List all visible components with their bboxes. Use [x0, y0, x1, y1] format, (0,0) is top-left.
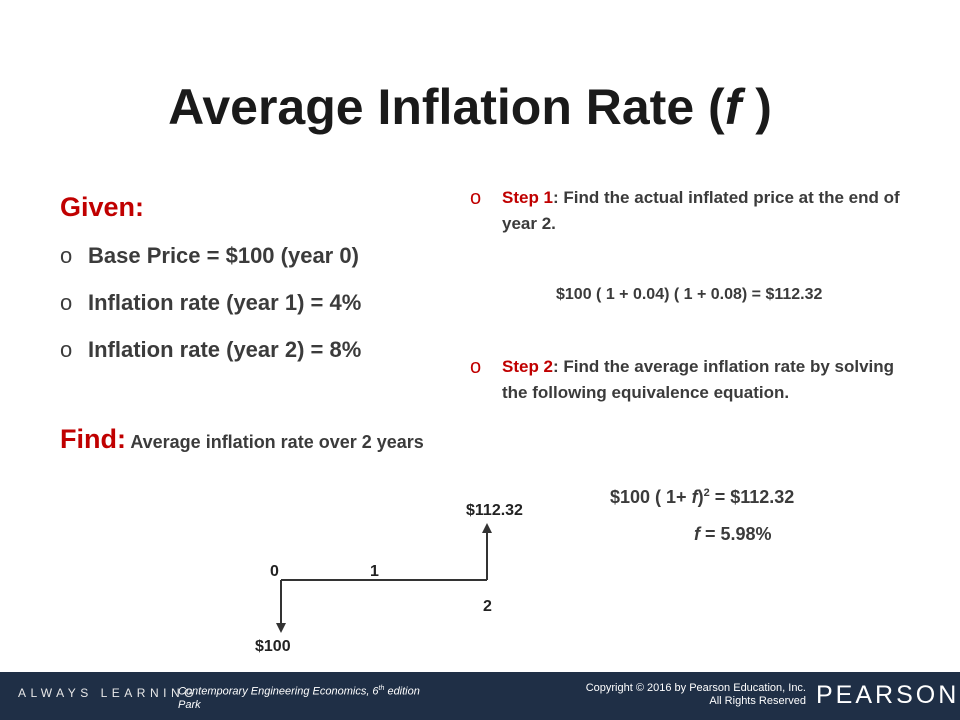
- equation-variable: f: [691, 487, 698, 507]
- find-heading: Find:: [60, 424, 126, 454]
- outflow-label: $100: [255, 638, 291, 655]
- step-text: : Find the actual inflated price at the …: [502, 188, 900, 233]
- given-item-text: Inflation rate (year 1) = 4%: [88, 290, 362, 315]
- equation-part: $100 ( 1+: [610, 487, 692, 507]
- period-label-2: 2: [483, 598, 492, 615]
- find-text: Average inflation rate over 2 years: [125, 432, 424, 452]
- given-item: o Base Price = $100 (year 0): [60, 243, 359, 269]
- rights-text: All Rights Reserved: [709, 695, 806, 707]
- footer-bar: ALWAYS LEARNING Contemporary Engineering…: [0, 672, 960, 720]
- bullet-icon: o: [60, 290, 73, 315]
- step-1: o Step 1: Find the actual inflated price …: [470, 185, 900, 237]
- book-citation: Contemporary Engineering Economics, 6th …: [178, 682, 508, 712]
- bullet-icon: o: [470, 187, 482, 209]
- equation-exponent: 2: [703, 487, 710, 499]
- bullet-icon: o: [60, 337, 73, 362]
- title-text: Average Inflation Rate (: [168, 79, 725, 135]
- equation-equivalence: $100 ( 1+ f)2 = $112.32: [610, 487, 794, 508]
- equation-part: = $112.32: [709, 487, 795, 507]
- copyright-text: Copyright © 2016 by Pearson Education, I…: [585, 682, 806, 694]
- copyright: Copyright © 2016 by Pearson Education, I…: [520, 682, 806, 708]
- find-block: Find: Average inflation rate over 2 year…: [60, 423, 460, 458]
- period-label-1: 1: [370, 563, 379, 580]
- tagline: ALWAYS LEARNING: [18, 686, 198, 700]
- given-item-text: Inflation rate (year 2) = 8%: [88, 337, 362, 362]
- bullet-icon: o: [60, 243, 73, 268]
- book-author: Park: [178, 698, 201, 711]
- title-variable: f: [724, 79, 742, 135]
- given-heading: Given:: [60, 192, 145, 222]
- title-close: ): [741, 79, 772, 135]
- equation-result: f = 5.98%: [694, 524, 772, 545]
- equation-part: = 5.98%: [700, 524, 772, 544]
- pearson-logo: PEARSON: [816, 681, 960, 709]
- edition-suffix: th: [378, 685, 385, 692]
- bullet-icon: o: [470, 356, 482, 378]
- book-edition: edition: [384, 685, 420, 698]
- cash-flow-diagram: [276, 523, 492, 633]
- slide-title: Average Inflation Rate (f ): [0, 78, 940, 136]
- period-label-0: 0: [270, 563, 279, 580]
- given-item-text: Base Price = $100 (year 0): [88, 243, 359, 268]
- step-text: : Find the average inflation rate by sol…: [502, 357, 895, 402]
- step-2: o Step 2: Find the average inflation rate…: [470, 354, 900, 406]
- step-label: Step 2: [502, 357, 554, 376]
- given-item: o Inflation rate (year 1) = 4%: [60, 290, 361, 316]
- equation-variable: f: [694, 524, 700, 544]
- given-item: o Inflation rate (year 2) = 8%: [60, 337, 361, 363]
- step-label: Step 1: [502, 188, 554, 207]
- book-title: Contemporary Engineering Economics, 6: [178, 685, 379, 698]
- equation-part: ): [697, 487, 704, 507]
- inflow-label: $112.32: [466, 502, 523, 519]
- equation-inflated-price: $100 ( 1 + 0.04) ( 1 + 0.08) = $112.32: [556, 286, 823, 303]
